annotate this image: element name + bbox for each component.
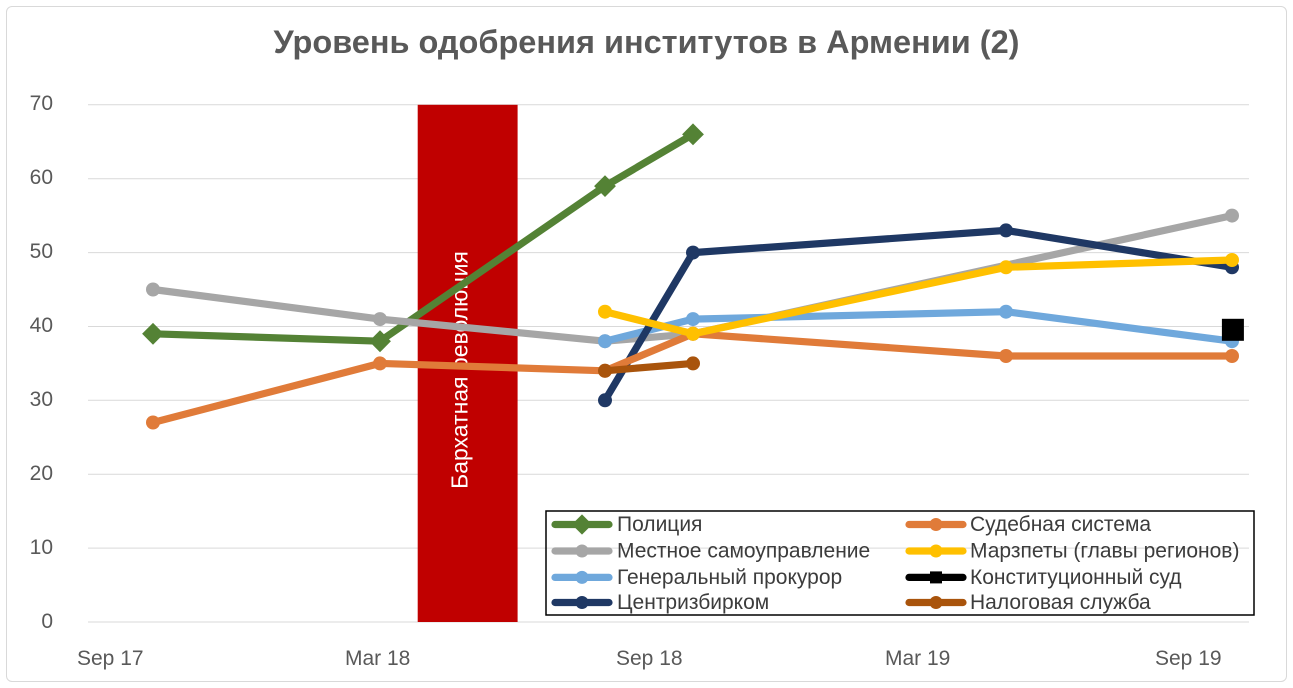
svg-text:Конституционный суд: Конституционный суд [970,566,1182,589]
svg-text:30: 30 [30,388,53,411]
svg-text:70: 70 [30,92,53,115]
svg-text:60: 60 [30,166,53,189]
svg-text:Mar 18: Mar 18 [345,647,410,670]
svg-text:Местное самоуправление: Местное самоуправление [617,540,870,563]
svg-text:Центризбирком: Центризбирком [617,591,769,614]
svg-text:Полиция: Полиция [617,513,702,536]
svg-text:20: 20 [30,462,53,485]
svg-text:Генеральный прокурор: Генеральный прокурор [617,566,842,589]
svg-text:Mar 19: Mar 19 [885,647,950,670]
svg-text:10: 10 [30,536,53,559]
svg-text:0: 0 [41,610,53,633]
svg-text:Sep 17: Sep 17 [77,647,144,670]
svg-text:50: 50 [30,240,53,263]
svg-text:Sep 18: Sep 18 [616,647,683,670]
svg-text:Марзпеты (главы регионов): Марзпеты (главы регионов) [970,540,1239,563]
svg-text:Налоговая служба: Налоговая служба [970,591,1151,614]
svg-text:Судебная система: Судебная система [970,513,1151,536]
svg-text:Sep 19: Sep 19 [1155,647,1222,670]
svg-text:40: 40 [30,314,53,337]
